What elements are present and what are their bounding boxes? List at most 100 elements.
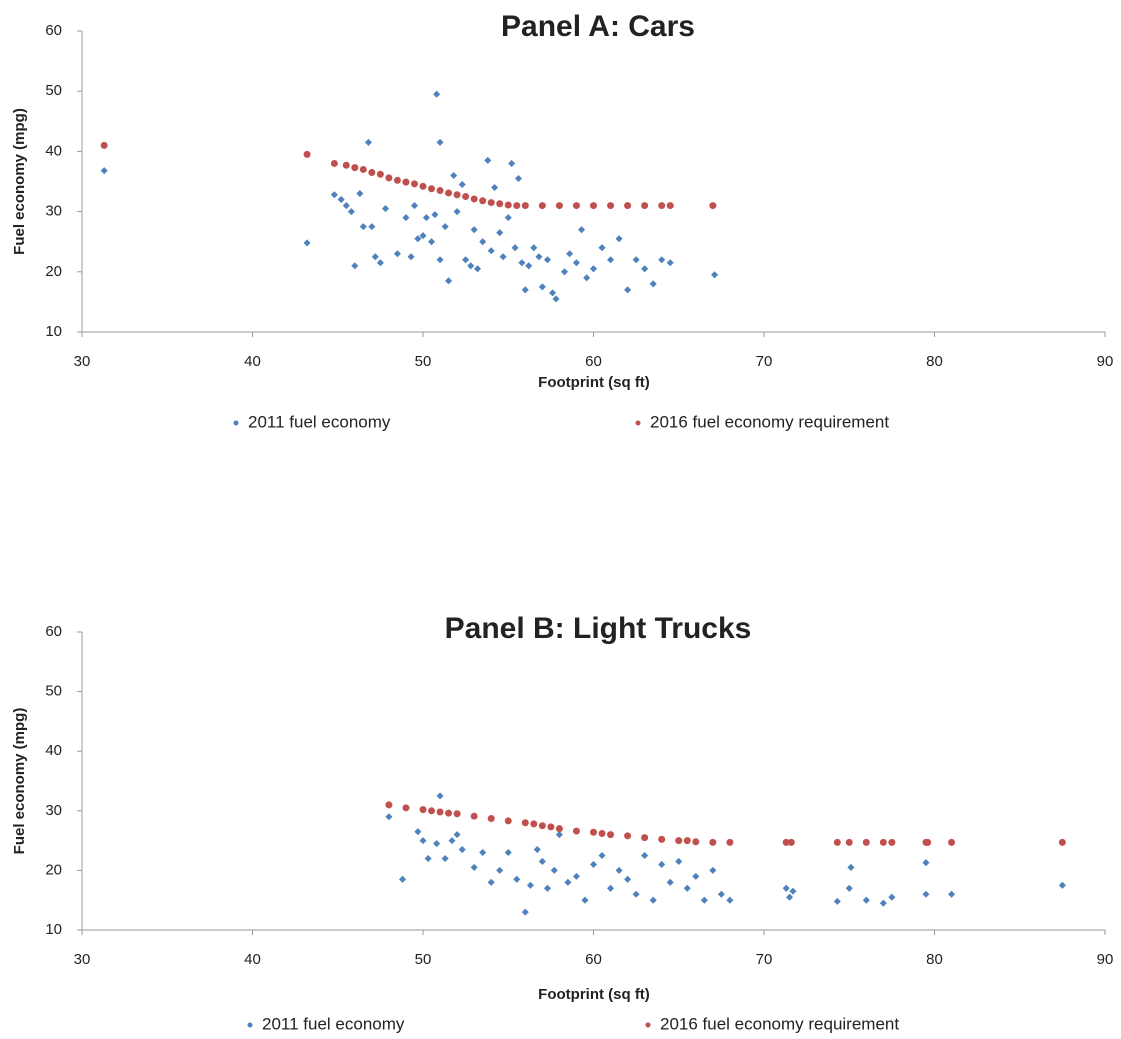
point xyxy=(445,277,453,285)
point xyxy=(632,890,640,898)
point xyxy=(399,875,407,883)
x-tick-label: 80 xyxy=(926,951,943,968)
point xyxy=(436,187,444,195)
point xyxy=(504,214,512,222)
point xyxy=(431,211,439,219)
point xyxy=(530,820,538,828)
point xyxy=(453,208,461,216)
point xyxy=(538,283,546,291)
legend-marker xyxy=(247,1022,253,1028)
point xyxy=(948,838,956,846)
point xyxy=(641,265,649,273)
point xyxy=(833,838,841,846)
point xyxy=(433,840,441,848)
point xyxy=(479,197,487,205)
point xyxy=(496,200,504,208)
point xyxy=(658,256,666,264)
point xyxy=(564,878,572,886)
point xyxy=(533,846,541,854)
point xyxy=(709,866,717,874)
point xyxy=(641,834,649,842)
x-tick-label: 70 xyxy=(756,951,773,968)
point xyxy=(578,226,586,234)
point xyxy=(458,180,466,189)
point xyxy=(458,846,466,854)
point xyxy=(467,262,475,270)
point xyxy=(675,857,683,865)
point xyxy=(641,202,649,210)
point xyxy=(479,238,487,246)
point xyxy=(436,138,444,146)
point xyxy=(448,837,456,845)
point xyxy=(572,827,580,835)
point xyxy=(496,229,504,237)
point xyxy=(692,872,700,880)
point xyxy=(658,860,666,868)
point xyxy=(566,250,574,258)
point xyxy=(624,286,632,294)
point xyxy=(402,804,410,812)
point xyxy=(499,253,507,261)
point xyxy=(862,838,870,846)
point xyxy=(658,835,666,843)
legend-marker xyxy=(233,420,239,426)
point xyxy=(589,265,598,273)
point xyxy=(581,896,589,904)
y-tick-label: 40 xyxy=(45,142,62,159)
y-tick-label: 20 xyxy=(45,263,62,280)
point xyxy=(441,223,449,231)
point xyxy=(393,176,401,184)
point xyxy=(511,244,519,252)
x-axis-label: Footprint (sq ft) xyxy=(538,374,650,391)
y-axis-label: Fuel economy (mpg) xyxy=(11,108,28,255)
point xyxy=(513,875,521,883)
point xyxy=(543,884,552,892)
y-tick-label: 20 xyxy=(45,861,62,878)
point xyxy=(521,286,529,294)
point xyxy=(726,838,734,846)
legend-label: 2011 fuel economy xyxy=(262,1014,405,1033)
point xyxy=(424,854,432,863)
point xyxy=(487,878,495,886)
point xyxy=(359,165,367,173)
point xyxy=(330,191,338,199)
legend-label: 2016 fuel economy requirement xyxy=(650,412,889,431)
point xyxy=(888,838,896,846)
x-tick-label: 90 xyxy=(1097,951,1114,968)
point xyxy=(385,801,393,809)
point xyxy=(538,202,546,210)
point xyxy=(847,863,855,871)
point xyxy=(526,881,534,889)
point xyxy=(666,202,674,210)
point xyxy=(666,878,674,886)
point xyxy=(709,838,717,846)
point xyxy=(948,890,956,898)
point xyxy=(521,819,529,827)
x-tick-label: 70 xyxy=(756,353,773,370)
point xyxy=(419,806,427,814)
point xyxy=(583,274,591,282)
point xyxy=(504,817,512,825)
point xyxy=(385,813,393,821)
point xyxy=(683,884,691,892)
y-tick-label: 50 xyxy=(45,683,62,700)
point xyxy=(624,832,632,840)
point xyxy=(518,259,526,267)
point xyxy=(381,205,390,213)
point xyxy=(504,201,512,209)
point xyxy=(879,899,887,907)
point xyxy=(470,863,478,871)
point xyxy=(376,259,384,267)
point xyxy=(879,838,887,846)
point xyxy=(598,851,606,860)
point xyxy=(692,838,700,846)
chart-title: Panel B: Light Trucks xyxy=(445,612,752,645)
point xyxy=(402,178,410,186)
point xyxy=(922,890,930,898)
point xyxy=(450,171,458,180)
point xyxy=(560,268,569,276)
point xyxy=(470,195,478,203)
point xyxy=(351,262,359,270)
point xyxy=(393,250,401,258)
point xyxy=(922,859,930,867)
